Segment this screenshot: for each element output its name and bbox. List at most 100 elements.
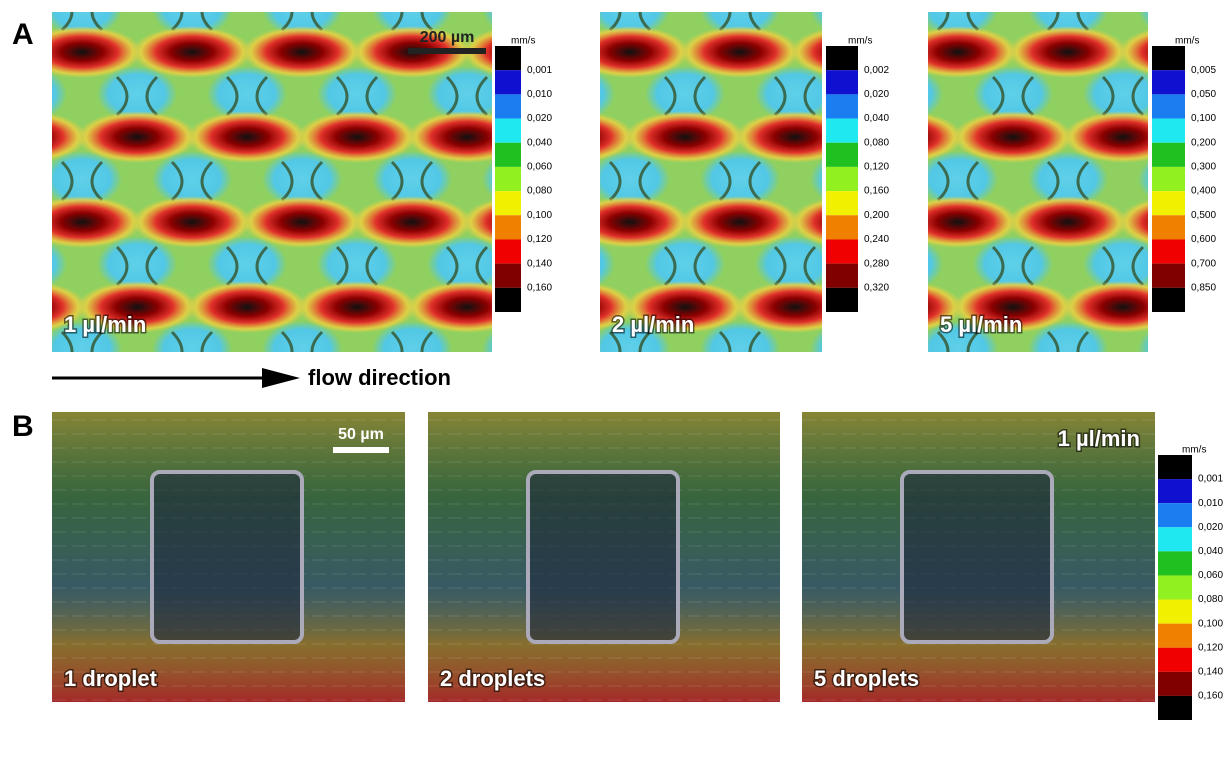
trap [528,472,678,642]
trap [830,0,870,30]
flow-slow [1140,321,1220,377]
colorbar-tick: 0,200 [864,210,889,221]
colorbar-segment [1152,167,1185,191]
colorbar-segment [1158,624,1192,648]
colorbar-tick: 0,010 [527,89,552,100]
colorbar-segment [826,215,858,239]
colorbar-segment [826,264,858,288]
flow-fast [1010,366,1130,418]
image-label: 2 droplets [440,666,545,691]
colorbar-tick: 0,060 [1198,570,1223,581]
colorbar-tick: 0,120 [864,162,889,173]
trap [1160,0,1200,30]
colorbar-segment [495,119,521,143]
colorbar-segment [495,191,521,215]
flow-fast [0,196,32,248]
colorbar-segment [495,46,521,70]
colorbar-tick: 0,060 [527,162,552,173]
colorbar-tick: 0,001 [527,65,552,76]
colorbar-tick: 0,010 [1198,498,1223,509]
flow-fast [1008,366,1128,418]
colorbar-segment [1158,672,1192,696]
scale-bar [333,447,389,453]
flow-slow [1138,321,1218,377]
colorbar-tick: 0,020 [527,113,552,124]
colorbar-segment [826,239,858,263]
colorbar-segment [1158,696,1192,720]
trap [902,472,1052,642]
colorbar-tick: 0,140 [1198,666,1223,677]
colorbar-tick: 0,120 [527,234,552,245]
colorbar-segment [1152,119,1185,143]
trap [152,472,302,642]
colorbar-segment [1158,648,1192,672]
flow-slow [482,151,562,207]
trap [502,332,542,370]
colorbar-tick: 0,080 [1198,594,1223,605]
trap [557,247,597,285]
colorbar-tick: 0,001 [1198,474,1223,485]
colorbar-segment [1152,215,1185,239]
colorbar-segment [1152,70,1185,94]
trap [502,0,542,30]
colorbar-segment [495,167,521,191]
flow-fast [572,366,692,418]
trap [830,332,870,370]
trap [885,77,925,115]
colorbar-segment [1158,479,1192,503]
flow-slow [482,321,562,377]
flow-fast [462,196,582,248]
colorbar-segment [495,239,521,263]
flow-slow [810,321,890,377]
flow-arrow-head [262,368,300,388]
colorbar-tick: 0,700 [1191,258,1216,269]
panel-label: A [12,18,34,51]
colorbar-tick: 0,002 [864,65,889,76]
trap [1215,417,1230,455]
colorbar-segment [1152,46,1185,70]
trap [555,247,595,285]
panel-label: B [12,410,34,443]
flow-fast [1120,366,1230,418]
colorbar-tick: 0,040 [527,137,552,148]
trap [7,247,47,285]
flow-fast [898,366,1018,418]
colorbar-tick: 0,100 [1191,113,1216,124]
figure: A B flow direction 1 µl/minmm/s0,0010,01… [0,0,1230,758]
flow-label: flow direction [308,365,451,390]
colorbar-segment [1158,575,1192,599]
colorbar-segment [1152,264,1185,288]
colorbar-segment [1158,455,1192,479]
colorbar-segment [826,94,858,118]
scale-bar-label: 50 µm [338,426,384,443]
trap [1215,247,1230,285]
colorbar-tick: 0,040 [1198,546,1223,557]
colorbar-tick: 0,100 [1198,618,1223,629]
colorbar-segment [826,143,858,167]
colorbar-segment [826,167,858,191]
colorbar-tick: 0,320 [864,282,889,293]
flow-fast [460,366,580,418]
colorbar-tick: 0,050 [1191,89,1216,100]
colorbar-segment [826,288,858,312]
colorbar-segment [495,143,521,167]
colorbar-segment [826,46,858,70]
colorbar-segment [495,70,521,94]
flow-fast [900,366,1020,418]
colorbar-segment [495,215,521,239]
flow-fast [132,366,252,418]
flow-fast [570,366,690,418]
colorbar-segment [495,264,521,288]
image-label: 5 µl/min [940,312,1022,337]
trap [7,77,47,115]
image-label: 5 droplets [814,666,919,691]
colorbar-segment [1152,288,1185,312]
colorbar-tick: 0,020 [1198,522,1223,533]
colorbar-segment [1152,143,1185,167]
colorbar-segment [826,70,858,94]
trap [1213,417,1230,455]
colorbar-segment [495,94,521,118]
image-label: 2 µl/min [612,312,694,337]
colorbar-tick: 0,240 [864,234,889,245]
colorbar-tick: 0,005 [1191,65,1216,76]
